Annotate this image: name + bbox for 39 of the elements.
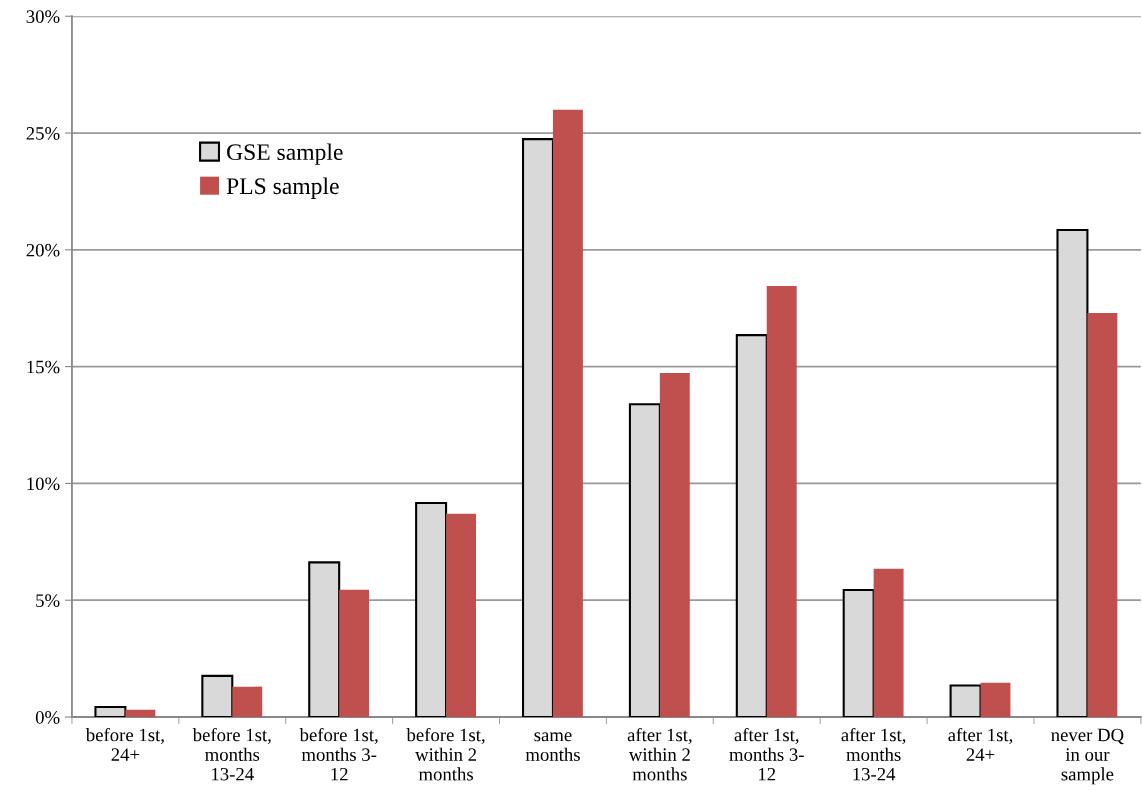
bar (1056, 228, 1089, 717)
bar (659, 372, 690, 717)
bar (842, 588, 875, 717)
bar (949, 684, 982, 717)
bar (552, 109, 583, 717)
y-tick-label: 30% (26, 10, 60, 23)
y-tick-label: 15% (27, 360, 60, 374)
legend-label: GSE sample (227, 143, 343, 165)
x-tick-label: same months (525, 732, 580, 761)
bar (980, 682, 1011, 717)
legend-label: PLS sample (226, 177, 339, 199)
x-tick-label: after 1st, months 3- 12 (729, 727, 804, 781)
bar (125, 709, 156, 717)
x-tick-label: after 1st, months 13-24 (841, 727, 906, 781)
bar (94, 705, 127, 717)
x-tick-label: before 1st, months 3- 12 (299, 727, 378, 781)
bar (521, 138, 554, 717)
x-tick-label: after 1st, 24+ (948, 727, 1013, 761)
bar (628, 403, 661, 717)
x-tick-label: before 1st, within 2 months (406, 727, 485, 781)
x-tick-label: before 1st, months 13-24 (192, 727, 271, 781)
bar (415, 501, 448, 717)
bar (735, 334, 768, 717)
bar (873, 568, 904, 717)
y-tick-label: 5% (36, 594, 60, 607)
y-tick-label: 25% (26, 127, 60, 140)
bar (1087, 312, 1118, 717)
y-tick-label: 0% (35, 711, 60, 724)
bar (201, 674, 234, 717)
x-tick-label: before 1st, 24+ (85, 727, 164, 761)
bar (232, 686, 263, 717)
x-tick-label: never DQ in our sample (1051, 728, 1124, 785)
y-tick-label: 20% (26, 243, 60, 257)
bar (446, 513, 476, 717)
x-tick-label: after 1st, within 2 months (627, 727, 692, 781)
bar (766, 286, 797, 717)
bar (308, 561, 341, 717)
bar (339, 589, 370, 717)
y-tick-label: 10% (27, 477, 60, 491)
